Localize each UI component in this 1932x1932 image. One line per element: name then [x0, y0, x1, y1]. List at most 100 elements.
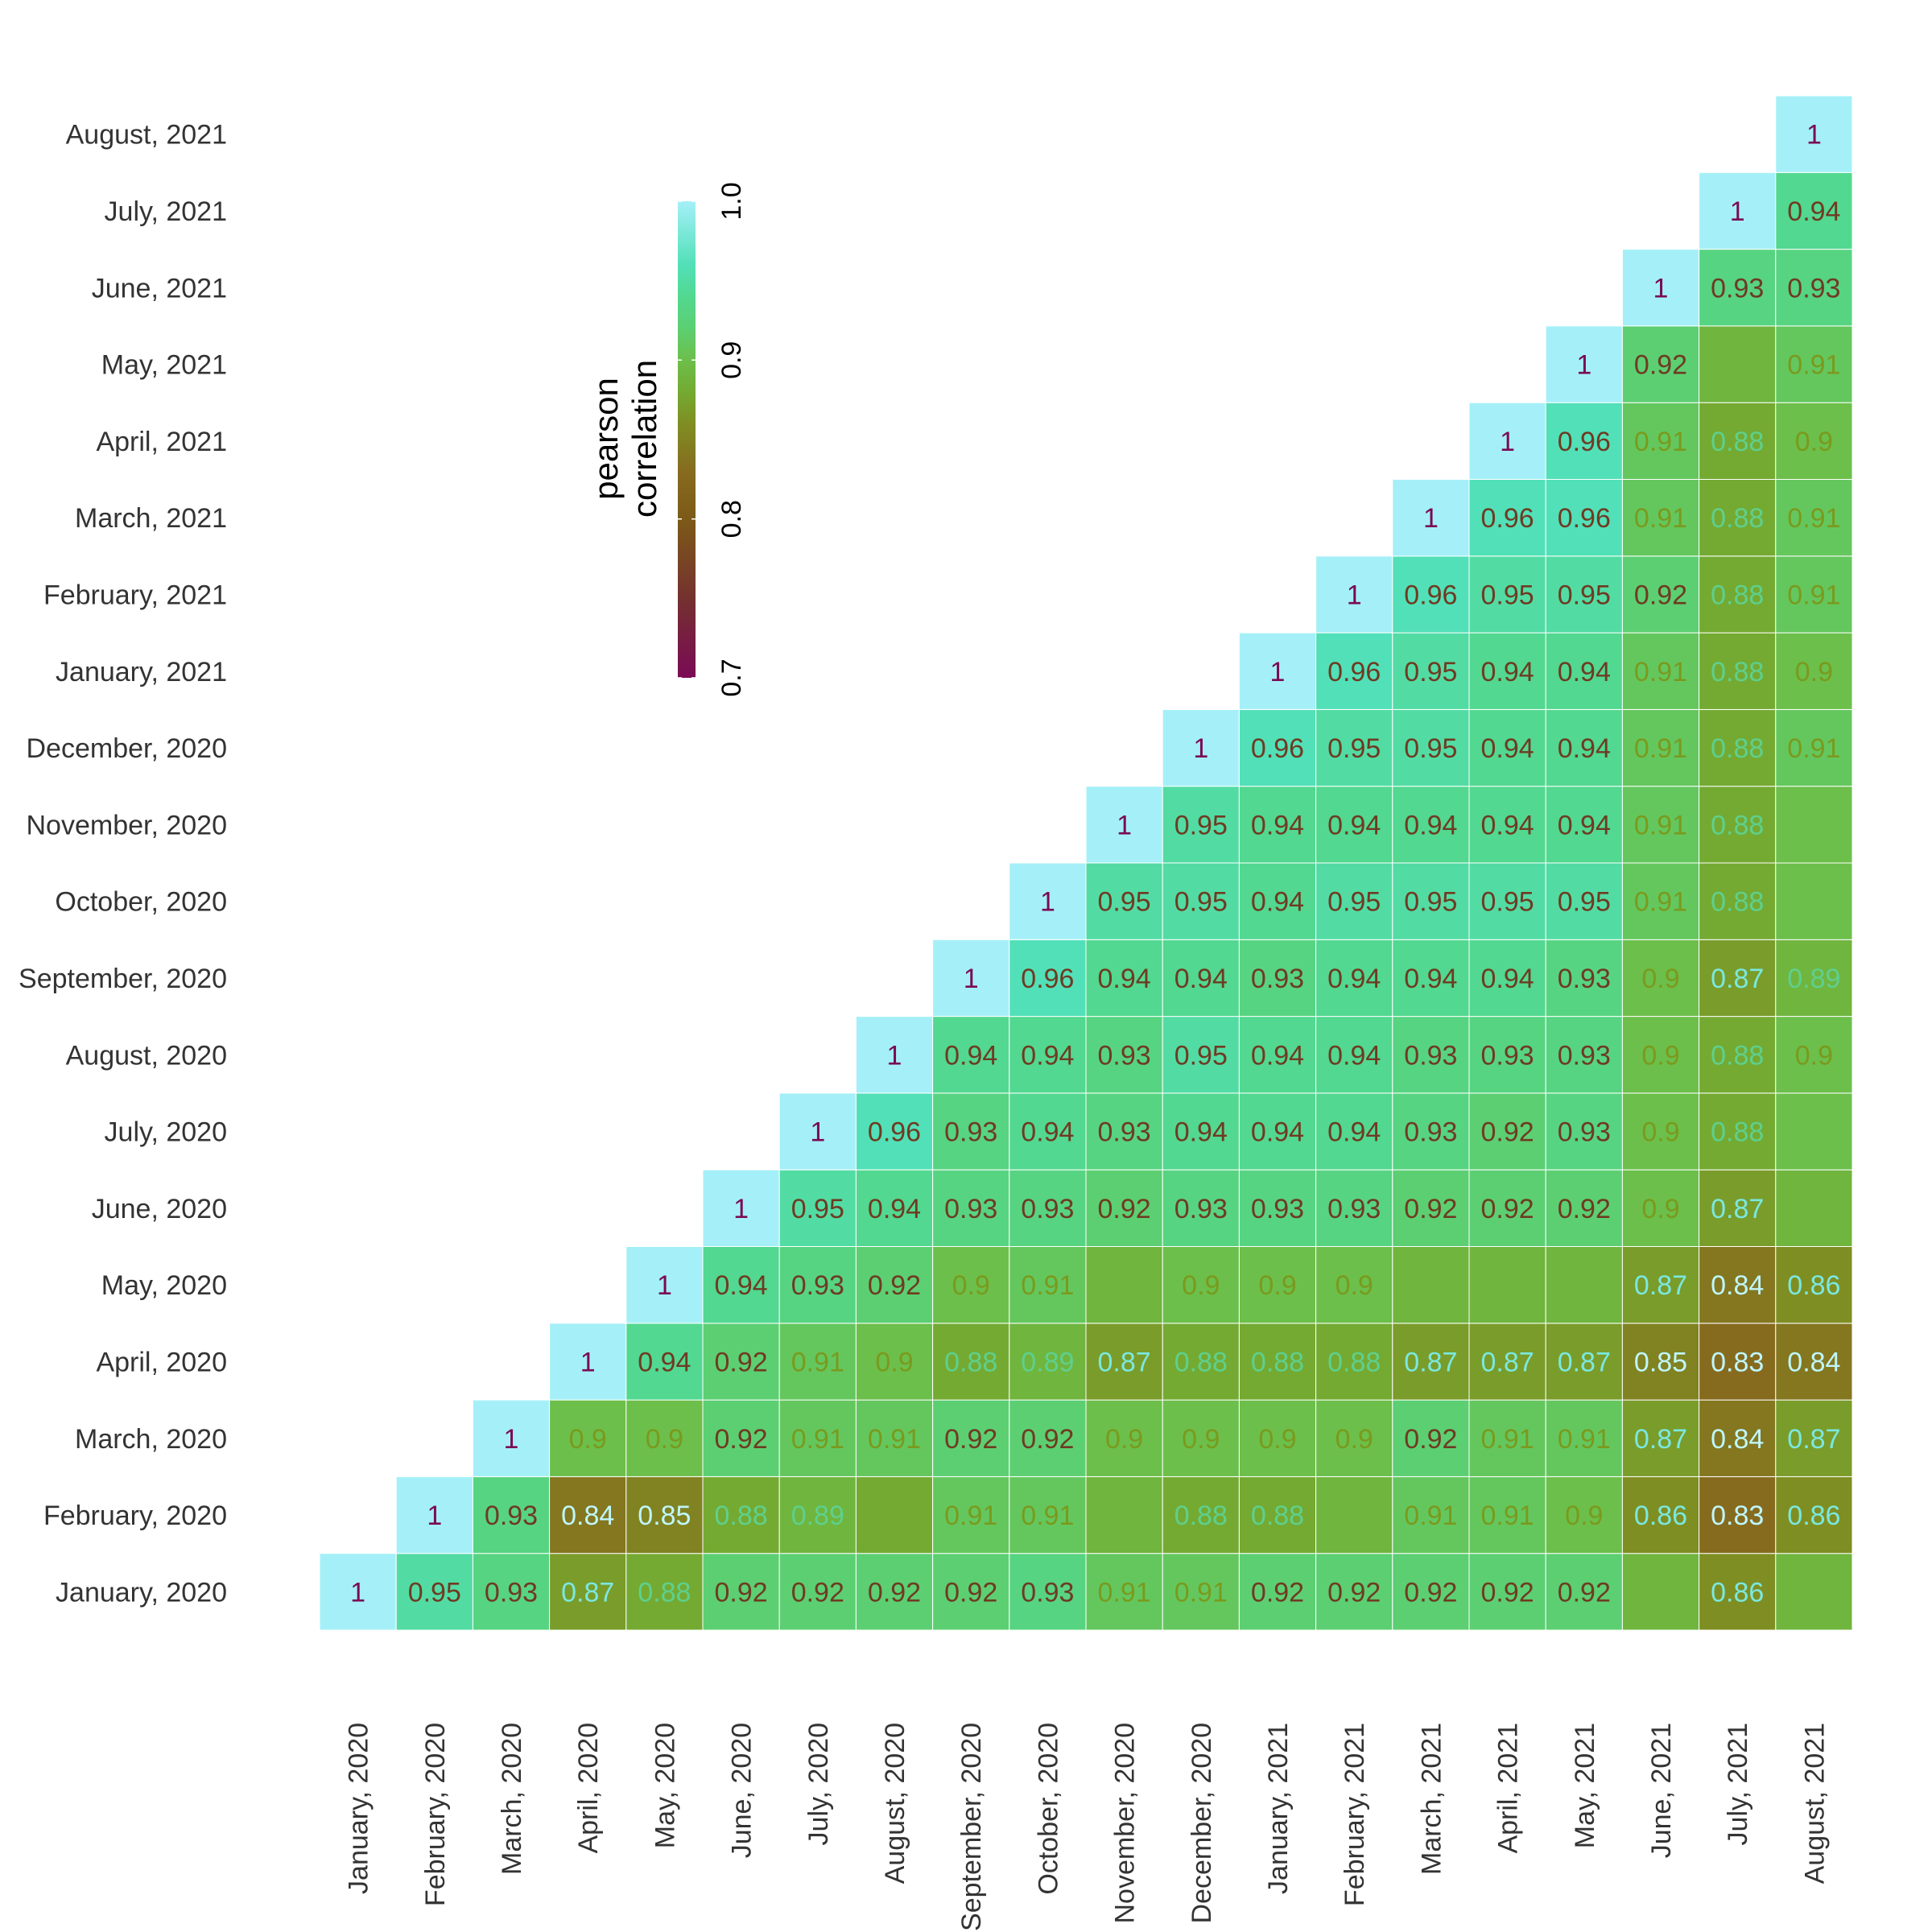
heatmap-cell — [1315, 1246, 1393, 1324]
heatmap-cell — [549, 1323, 627, 1401]
y-tick-label: May, 2021 — [101, 350, 227, 381]
cell-value-label: 0.93 — [1098, 1040, 1151, 1071]
heatmap-cell — [1775, 632, 1853, 710]
y-tick-label: July, 2021 — [105, 196, 227, 227]
heatmap-cell — [702, 1246, 780, 1324]
heatmap-cell — [1468, 1476, 1546, 1554]
heatmap-cell — [1392, 632, 1470, 710]
cell-value-label: 0.89 — [1021, 1348, 1074, 1378]
x-tick-label: January, 2021 — [1263, 1723, 1294, 1894]
heatmap-cell — [1009, 1476, 1087, 1554]
cell-value-label: 0.95 — [1558, 580, 1611, 610]
cell-value-label: 0.94 — [1404, 810, 1457, 840]
heatmap-cell — [1545, 1476, 1623, 1554]
heatmap-cell — [1392, 1476, 1470, 1554]
cell-value-label: 0.88 — [715, 1501, 768, 1531]
heatmap-cell — [1009, 1553, 1087, 1631]
heatmap-cell — [1315, 786, 1393, 864]
cell-value-label: 0.94 — [1787, 196, 1840, 227]
cell-value-label: 0.91 — [1787, 503, 1840, 534]
cell-value-label: 0.91 — [791, 1424, 844, 1455]
cell-value-label: 0.96 — [868, 1117, 921, 1148]
heatmap-cell — [625, 1476, 704, 1554]
cell-value-label: 0.94 — [1327, 810, 1381, 840]
cell-value-label: 0.95 — [1558, 887, 1611, 918]
y-axis-labels: January, 2020 February, 2020 March, 2020 Ap… — [19, 120, 227, 1608]
heatmap-cell — [319, 1553, 397, 1631]
heatmap-cell — [1085, 939, 1163, 1018]
cell-value-label: 0.92 — [944, 1424, 997, 1455]
heatmap-cell — [1621, 1092, 1700, 1170]
cell-value-label: 0.95 — [1327, 733, 1381, 764]
heatmap-cell — [1162, 786, 1240, 864]
cell-value-label: 0.9 — [1795, 657, 1833, 687]
y-tick-label: March, 2021 — [75, 503, 227, 534]
cell-value-label: 0.93 — [1558, 964, 1611, 994]
heatmap-cell — [1392, 1016, 1470, 1094]
cell-value-label: 0.87 — [561, 1577, 614, 1608]
heatmap-cell — [1621, 1399, 1700, 1477]
heatmap-cell — [1545, 1016, 1623, 1094]
colorbar-tick-label: 0.7 — [716, 658, 747, 696]
cell-value-label: 0.93 — [1174, 1194, 1228, 1224]
heatmap-cell — [1545, 708, 1623, 787]
heatmap-cell — [1009, 939, 1087, 1018]
heatmap-cell — [1315, 1553, 1393, 1631]
colorbar — [678, 201, 696, 678]
heatmap-cell — [1621, 708, 1700, 787]
cell-value-label: 0.94 — [1021, 1117, 1074, 1148]
cell-value-label: 1 — [1347, 580, 1362, 610]
heatmap-cell — [1162, 862, 1240, 940]
heatmap-cell — [1315, 1169, 1393, 1247]
heatmap-cell — [1085, 1016, 1163, 1094]
heatmap-cell — [1392, 939, 1470, 1018]
cell-value-label: 0.9 — [1641, 1040, 1679, 1071]
x-tick-label: July, 2021 — [1723, 1723, 1753, 1845]
cell-value-label: 0.94 — [1481, 733, 1534, 764]
heatmap-cell — [625, 1399, 704, 1477]
heatmap-cell — [395, 1476, 473, 1554]
heatmap-cell — [1775, 1169, 1853, 1247]
cell-value-label: 0.93 — [1021, 1194, 1074, 1224]
colorbar-tick-label: 0.9 — [716, 341, 747, 379]
heatmap-cell — [1468, 555, 1546, 634]
heatmap-cell — [1468, 402, 1546, 481]
heatmap-cell — [1009, 1246, 1087, 1324]
cell-value-label: 0.95 — [1174, 1040, 1228, 1071]
cell-value-label: 0.93 — [1481, 1040, 1534, 1071]
heatmap-cell — [1545, 555, 1623, 634]
heatmap-cell — [1699, 632, 1777, 710]
heatmap-cell — [1085, 1246, 1163, 1324]
cell-value-label: 0.91 — [868, 1424, 921, 1455]
cell-value-label: 0.95 — [1174, 810, 1228, 840]
cell-value-label: 0.87 — [1634, 1270, 1687, 1301]
cell-value-label: 0.92 — [1558, 1577, 1611, 1608]
cell-value-label: 0.88 — [638, 1577, 691, 1608]
cell-value-label: 0.88 — [1711, 887, 1764, 918]
cell-value-label: 0.86 — [1787, 1270, 1840, 1301]
cell-value-label: 0.88 — [1174, 1348, 1228, 1378]
heatmap-cell — [932, 1399, 1010, 1477]
heatmap-cell — [1238, 786, 1317, 864]
cell-value-label: 0.91 — [1404, 1501, 1457, 1531]
cell-value-label: 0.84 — [1711, 1270, 1764, 1301]
cell-value-label: 0.93 — [1098, 1117, 1151, 1148]
cell-value-label: 0.95 — [1404, 657, 1457, 687]
heatmap-cell — [1775, 1399, 1853, 1477]
heatmap-cell — [1009, 1169, 1087, 1247]
heatmap-cell — [1621, 939, 1700, 1018]
cell-value-label: 0.93 — [944, 1117, 997, 1148]
cell-value-label: 0.88 — [944, 1348, 997, 1378]
cell-value-label: 0.92 — [715, 1577, 768, 1608]
cell-value-label: 1 — [1423, 503, 1439, 534]
cell-value-label: 0.93 — [1558, 1040, 1611, 1071]
y-tick-label: June, 2021 — [92, 273, 227, 303]
heatmap-cell — [855, 1553, 934, 1631]
cell-value-label: 0.93 — [485, 1501, 538, 1531]
cell-value-label: 0.96 — [1404, 580, 1457, 610]
heatmap-cell — [549, 1553, 627, 1631]
heatmap-cell — [1009, 1399, 1087, 1477]
heatmap-cell — [1621, 862, 1700, 940]
heatmap-cell — [855, 1016, 934, 1094]
